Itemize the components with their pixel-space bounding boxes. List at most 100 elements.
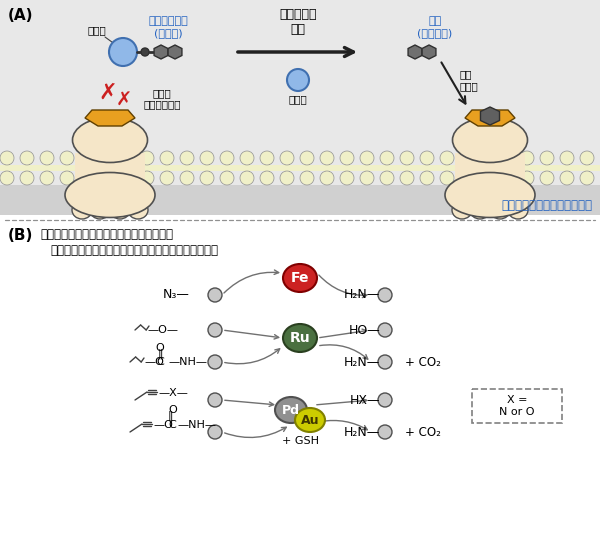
Circle shape	[560, 151, 574, 165]
Circle shape	[378, 393, 392, 407]
Ellipse shape	[90, 201, 110, 219]
Circle shape	[380, 151, 394, 165]
Text: —O: —O	[144, 357, 164, 367]
Text: Ru: Ru	[290, 331, 310, 345]
Ellipse shape	[283, 264, 317, 292]
Circle shape	[378, 323, 392, 337]
Circle shape	[160, 171, 174, 185]
Text: —O: —O	[153, 420, 173, 430]
Circle shape	[208, 323, 222, 337]
Ellipse shape	[65, 172, 155, 218]
Circle shape	[208, 393, 222, 407]
Text: O: O	[168, 405, 177, 415]
Circle shape	[208, 288, 222, 302]
Text: HX—: HX—	[349, 393, 380, 406]
Ellipse shape	[490, 201, 510, 219]
Circle shape	[378, 355, 392, 369]
Ellipse shape	[283, 324, 317, 352]
Circle shape	[380, 171, 394, 185]
Circle shape	[420, 171, 434, 185]
Text: + CO₂: + CO₂	[405, 356, 441, 369]
Circle shape	[400, 171, 414, 185]
Circle shape	[287, 69, 309, 91]
Circle shape	[260, 151, 274, 165]
Circle shape	[420, 151, 434, 165]
Circle shape	[360, 171, 374, 185]
Circle shape	[180, 151, 194, 165]
Circle shape	[40, 171, 54, 185]
Circle shape	[80, 151, 94, 165]
Text: 生体直交型
反応: 生体直交型 反応	[279, 8, 317, 36]
Bar	[0, 0, 600, 215]
Ellipse shape	[73, 118, 148, 162]
Text: N₃—: N₃—	[163, 288, 190, 301]
Text: H₂N—: H₂N—	[344, 288, 380, 301]
Circle shape	[160, 151, 174, 165]
Circle shape	[540, 171, 554, 185]
Polygon shape	[168, 45, 182, 59]
Circle shape	[280, 171, 294, 185]
Circle shape	[500, 151, 514, 165]
Circle shape	[560, 171, 574, 185]
Text: 保護基が小さく薬剤の活性や動態があまり変化しない: 保護基が小さく薬剤の活性や動態があまり変化しない	[50, 244, 218, 257]
Text: —NH—: —NH—	[168, 357, 207, 367]
Circle shape	[540, 151, 554, 165]
Circle shape	[400, 151, 414, 165]
Text: C: C	[168, 420, 176, 430]
Circle shape	[200, 151, 214, 165]
Circle shape	[480, 171, 494, 185]
Circle shape	[100, 151, 114, 165]
Text: 高い
親和性: 高い 親和性	[460, 69, 479, 91]
Text: Pd: Pd	[282, 404, 300, 416]
Ellipse shape	[128, 201, 148, 219]
Circle shape	[140, 171, 154, 185]
Circle shape	[60, 171, 74, 185]
Ellipse shape	[470, 201, 490, 219]
Circle shape	[20, 151, 34, 165]
Circle shape	[460, 151, 474, 165]
Bar	[0, 185, 600, 215]
Text: Fe: Fe	[291, 271, 309, 285]
Circle shape	[378, 288, 392, 302]
Circle shape	[300, 151, 314, 165]
Circle shape	[141, 48, 149, 56]
Circle shape	[220, 151, 234, 165]
Text: (A): (A)	[8, 8, 34, 23]
Text: —X—: —X—	[158, 388, 188, 398]
Circle shape	[109, 38, 137, 66]
Text: X =
N or O: X = N or O	[499, 395, 535, 417]
Ellipse shape	[295, 408, 325, 432]
Circle shape	[320, 171, 334, 185]
Circle shape	[208, 425, 222, 439]
Circle shape	[120, 151, 134, 165]
Text: 脱保護: 脱保護	[289, 94, 307, 104]
Circle shape	[100, 171, 114, 185]
Circle shape	[120, 171, 134, 185]
Circle shape	[320, 151, 334, 165]
Text: HO—: HO—	[348, 323, 380, 336]
Circle shape	[580, 151, 594, 165]
Text: —NH—: —NH—	[177, 420, 216, 430]
Circle shape	[240, 151, 254, 165]
Circle shape	[500, 171, 514, 185]
Text: + CO₂: + CO₂	[405, 426, 441, 439]
Text: 標的に
結合できない: 標的に 結合できない	[143, 88, 181, 109]
Polygon shape	[85, 110, 135, 126]
Text: 薬剤標的（タンパク質など）: 薬剤標的（タンパク質など）	[501, 199, 592, 212]
FancyBboxPatch shape	[472, 389, 562, 423]
Circle shape	[360, 151, 374, 165]
Bar	[455, 153, 525, 183]
Polygon shape	[408, 45, 422, 59]
Circle shape	[440, 151, 454, 165]
Circle shape	[260, 171, 274, 185]
Text: H₂N—: H₂N—	[344, 426, 380, 439]
Circle shape	[40, 151, 54, 165]
Text: ✗: ✗	[98, 83, 118, 103]
Ellipse shape	[452, 201, 472, 219]
Ellipse shape	[508, 201, 528, 219]
Text: ‖: ‖	[157, 349, 163, 359]
Polygon shape	[422, 45, 436, 59]
Text: Au: Au	[301, 414, 319, 427]
Polygon shape	[465, 110, 515, 126]
Text: —O—: —O—	[147, 325, 178, 335]
